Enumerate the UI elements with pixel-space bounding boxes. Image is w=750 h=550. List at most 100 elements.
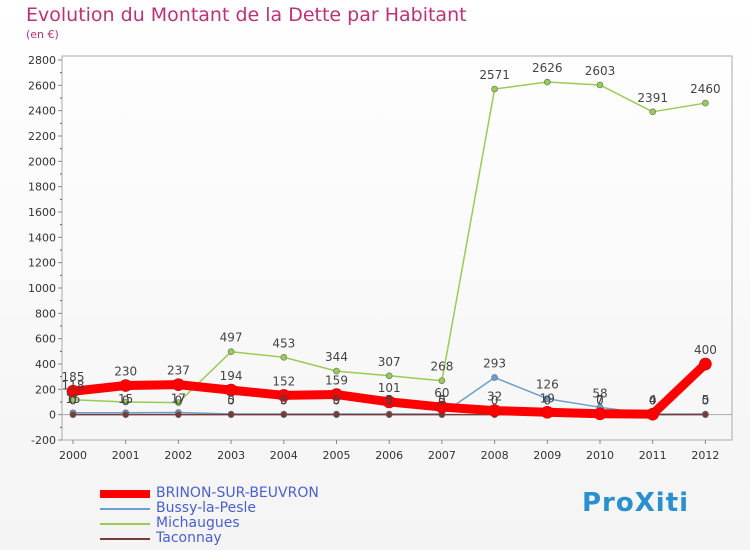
series-point-0 [224,383,238,397]
series-point-2 [438,377,446,385]
legend-item-michaugues: Michaugues [100,515,420,531]
data-label: 0 [69,394,77,408]
data-label: 159 [325,374,348,388]
y-tick-label: 2800 [28,54,56,67]
data-label: 101 [378,381,401,395]
series-point-2 [649,108,657,116]
data-label: 0 [333,394,341,408]
data-label: 5 [385,393,393,407]
y-tick-label: 1200 [28,257,56,270]
data-label: 230 [114,365,137,379]
legend-item-brinon: BRINON-SUR-BEUVRON [100,485,420,501]
x-tick-label: 2007 [428,449,456,462]
series-point-0 [66,384,80,398]
data-label: 15 [65,392,80,406]
series-point-0 [435,400,449,414]
x-tick-label: 2005 [323,449,351,462]
data-label: 17 [171,392,186,406]
x-tick-label: 2001 [112,449,140,462]
data-label: 60 [434,386,449,400]
data-label: 0 [175,394,183,408]
series-point-1 [491,374,498,381]
y-tick-label: 1400 [28,231,56,244]
y-tick-label: 400 [35,358,56,371]
legend-swatch-michaugues [100,523,150,525]
data-label: 32 [487,390,502,404]
series-point-0 [172,378,185,391]
data-label: 126 [536,378,559,392]
data-label: 344 [325,350,348,364]
legend-label-taconnay: Taconnay [156,530,222,546]
x-tick-label: 2011 [639,449,667,462]
data-label: 0 [122,394,130,408]
series-point-3 [227,411,235,418]
data-label: 0 [491,394,499,408]
x-tick-label: 2002 [164,449,192,462]
y-tick-label: 2200 [28,130,56,143]
series-point-2 [385,372,393,380]
data-label: 2571 [479,68,510,82]
data-label: 268 [430,360,453,374]
x-tick-label: 2000 [59,449,87,462]
x-tick-label: 2009 [533,449,561,462]
data-label: 5 [438,393,446,407]
legend-label-brinon: BRINON-SUR-BEUVRON [156,485,319,501]
data-label: 2626 [532,61,563,75]
series-point-0 [593,407,607,421]
legend-label-michaugues: Michaugues [156,515,240,531]
series-point-2 [543,78,551,86]
data-label: 237 [167,364,190,378]
data-label: 4 [649,393,657,407]
data-label: 0 [385,394,393,408]
data-label: 0 [543,394,551,408]
data-label: 118 [62,379,85,393]
legend: BRINON-SUR-BEUVRON Bussy-la-Pesle Michau… [100,485,420,546]
data-label: 185 [62,370,85,384]
y-tick-label: -200 [31,434,56,447]
data-label: 2460 [690,82,721,96]
series-point-0 [540,405,554,419]
series-point-3 [175,411,182,418]
data-label: 5 [702,393,710,407]
data-label: 58 [592,386,607,400]
series-point-2 [596,81,604,89]
data-label: 194 [220,369,243,383]
data-label: 0 [227,394,235,408]
data-label: 497 [220,331,243,345]
plot-frame [61,55,733,441]
series-point-2 [122,398,129,406]
data-label: 400 [694,343,717,357]
y-tick-label: 1600 [28,206,56,219]
series-point-0 [119,379,132,392]
logo-text: ProXiti [582,488,690,518]
series-point-1 [543,395,551,403]
series-point-3 [69,411,77,418]
y-tick-label: 2400 [28,105,56,118]
y-tick-label: 0 [49,409,56,422]
series-point-3 [333,411,340,418]
series-point-3 [385,411,393,418]
proxiti-logo: ProXiti [582,488,689,518]
series-point-2 [702,99,709,107]
y-tick-label: 1800 [28,181,56,194]
y-tick-label: 200 [35,383,56,396]
data-label: 152 [272,374,295,388]
data-label: 0 [438,394,446,408]
series-point-0 [699,357,712,371]
y-tick-label: 600 [35,333,56,346]
data-label: 4 [649,393,657,407]
data-label: 15 [118,392,133,406]
series-point-2 [280,353,288,361]
data-label: 7 [596,393,604,407]
y-tick-label: 1000 [28,282,56,295]
series-point-2 [491,85,498,93]
data-label: 0 [649,394,657,408]
legend-swatch-bussy [100,508,150,510]
x-tick-label: 2003 [217,449,245,462]
series-point-3 [702,411,709,418]
series-point-0 [330,388,343,401]
legend-label-bussy: Bussy-la-Pesle [156,500,257,516]
series-point-2 [227,348,235,356]
series-point-3 [280,411,288,418]
